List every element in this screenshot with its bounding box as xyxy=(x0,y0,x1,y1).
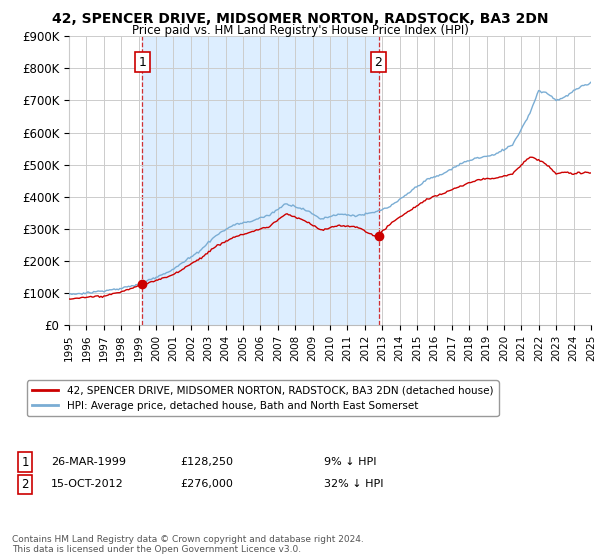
Text: Price paid vs. HM Land Registry's House Price Index (HPI): Price paid vs. HM Land Registry's House … xyxy=(131,24,469,37)
Bar xyxy=(142,36,379,325)
Text: 26-MAR-1999: 26-MAR-1999 xyxy=(51,457,126,467)
Text: 32% ↓ HPI: 32% ↓ HPI xyxy=(324,479,383,489)
Text: £276,000: £276,000 xyxy=(180,479,233,489)
Legend: 42, SPENCER DRIVE, MIDSOMER NORTON, RADSTOCK, BA3 2DN (detached house), HPI: Ave: 42, SPENCER DRIVE, MIDSOMER NORTON, RADS… xyxy=(27,380,499,416)
Text: 2: 2 xyxy=(374,55,382,68)
Text: 1: 1 xyxy=(22,455,29,469)
Text: Contains HM Land Registry data © Crown copyright and database right 2024.
This d: Contains HM Land Registry data © Crown c… xyxy=(12,535,364,554)
Text: £128,250: £128,250 xyxy=(180,457,233,467)
Text: 15-OCT-2012: 15-OCT-2012 xyxy=(51,479,124,489)
Text: 42, SPENCER DRIVE, MIDSOMER NORTON, RADSTOCK, BA3 2DN: 42, SPENCER DRIVE, MIDSOMER NORTON, RADS… xyxy=(52,12,548,26)
Text: 2: 2 xyxy=(22,478,29,491)
Text: 9% ↓ HPI: 9% ↓ HPI xyxy=(324,457,377,467)
Text: 1: 1 xyxy=(139,55,146,68)
